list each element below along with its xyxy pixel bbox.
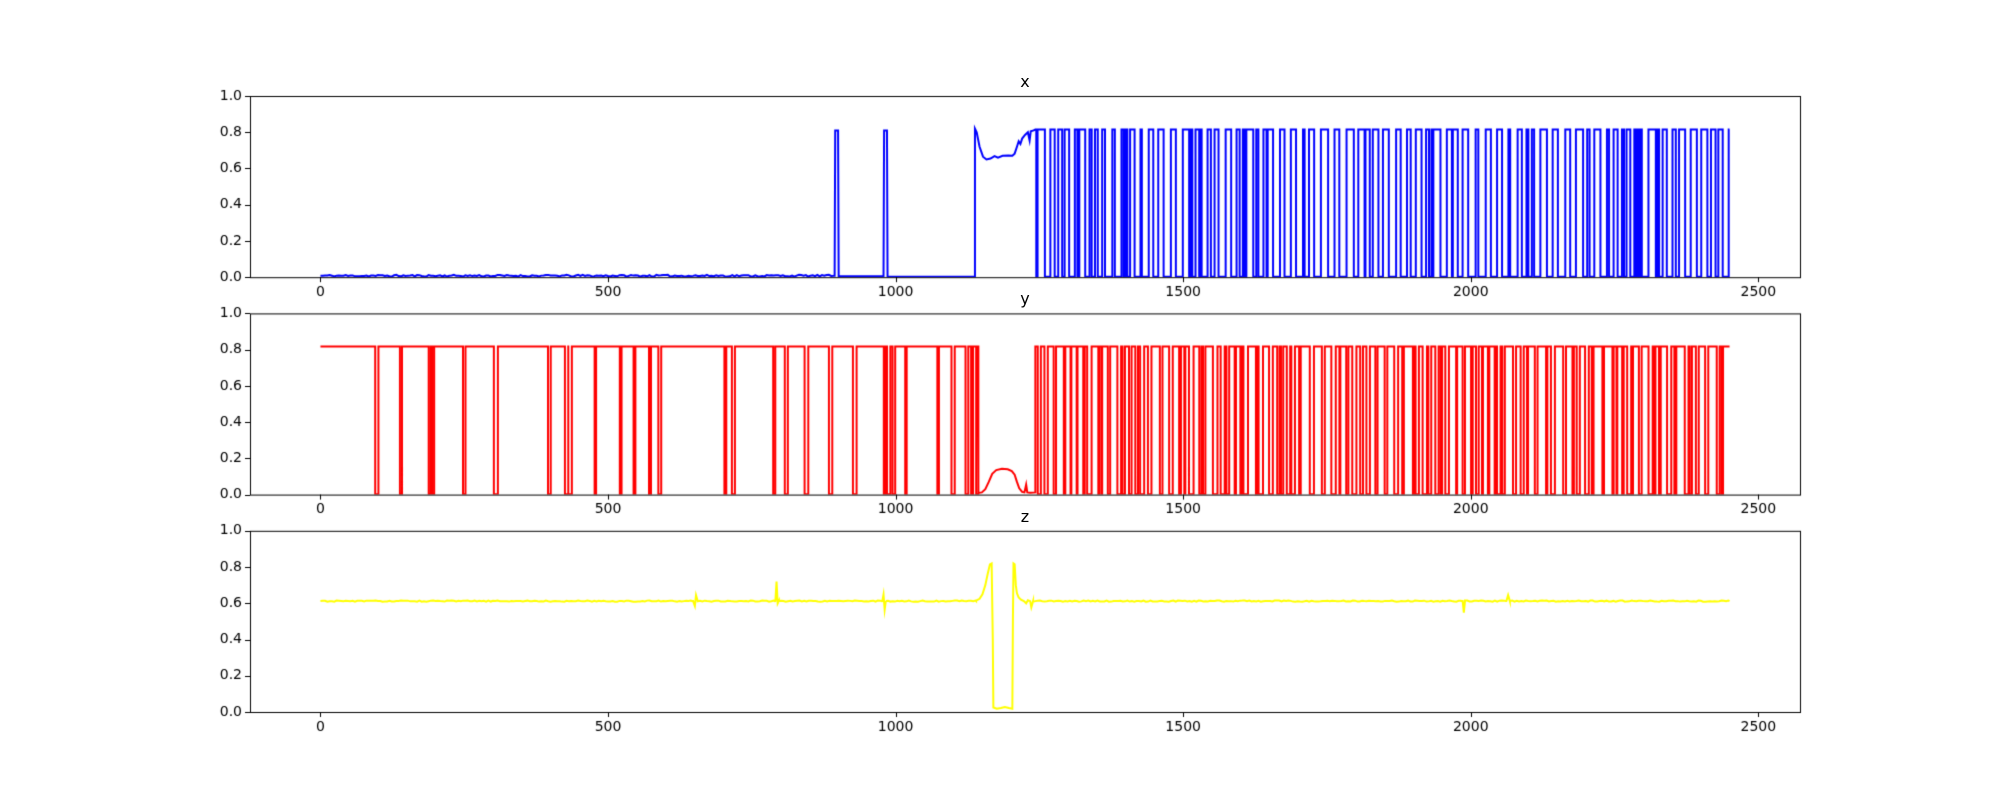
- subplot-y-title: y: [1020, 289, 1030, 309]
- subplot-x-title: x: [1020, 72, 1030, 91]
- subplot-z-title: z: [1020, 506, 1030, 526]
